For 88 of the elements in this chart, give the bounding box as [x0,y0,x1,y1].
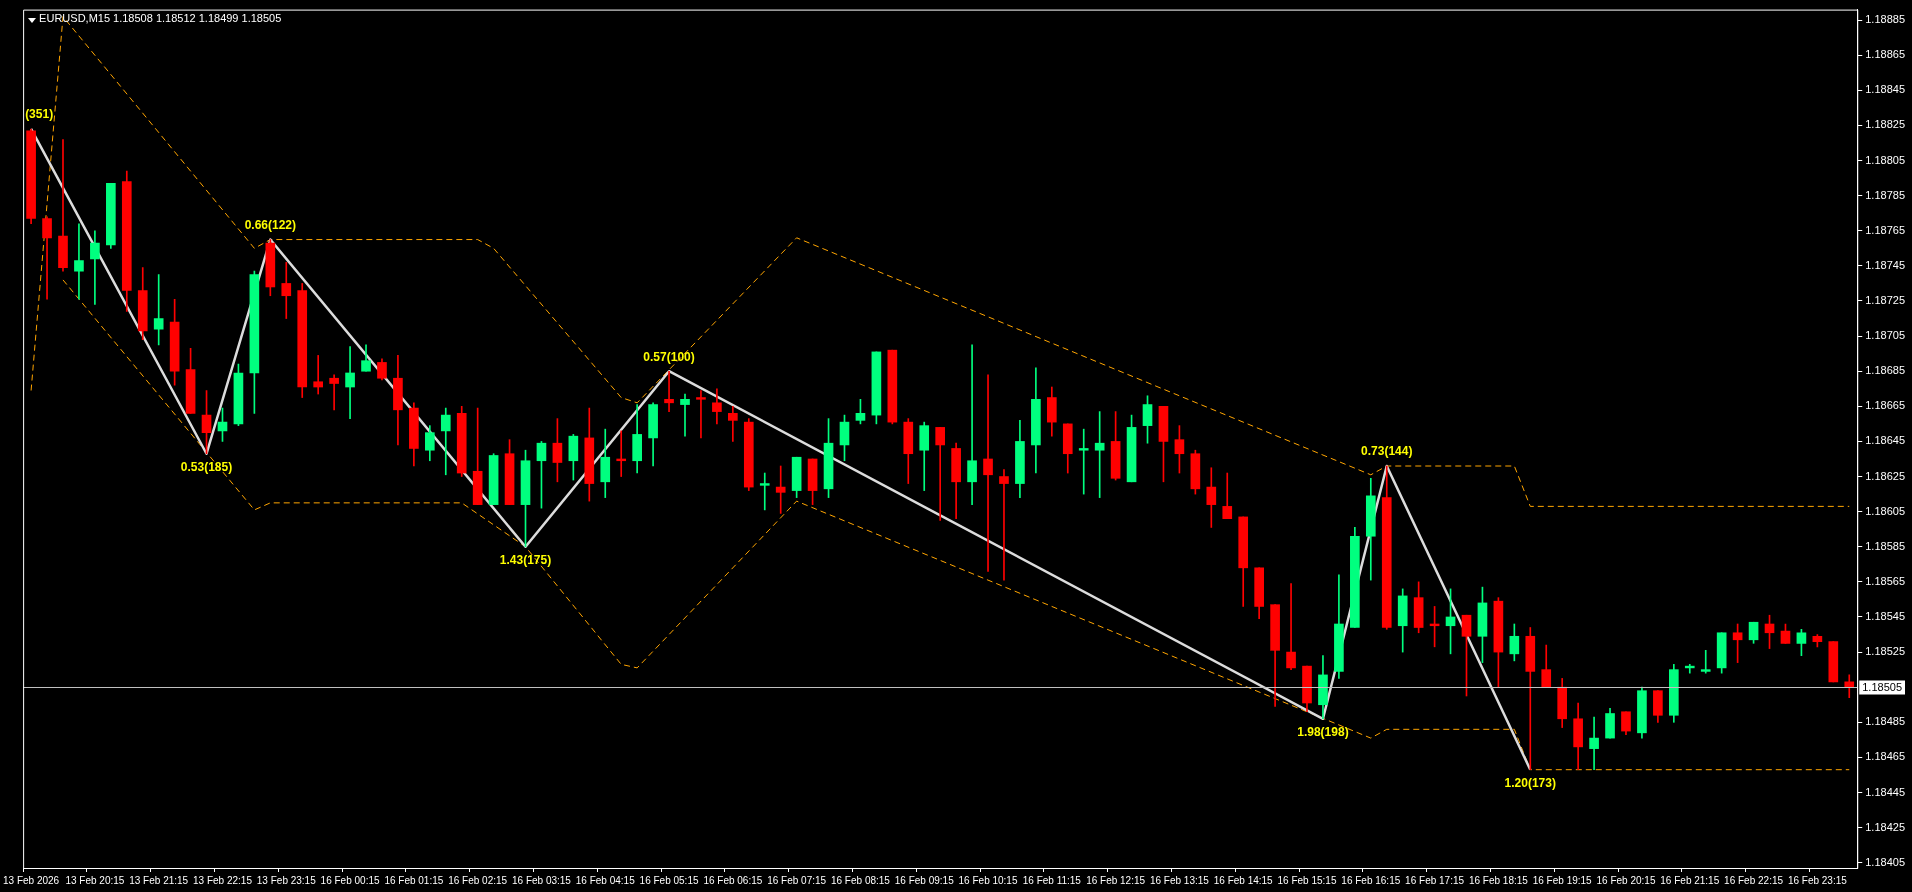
annotation: 0.53(185) [180,460,233,475]
annotation: 0.66(122) [244,217,297,232]
y-tick-label: 1.18585 [1865,539,1905,552]
y-tick-label: 1.18605 [1865,504,1905,517]
x-tick-label: 13 Feb 2026 [3,874,60,886]
candlestick [440,407,451,476]
y-tick-label: 1.18885 [1865,13,1905,26]
x-tick-label: 16 Feb 23:15 [1787,874,1848,886]
candlestick [58,139,68,272]
candlestick [329,374,339,411]
x-tick-label: 16 Feb 20:15 [1596,874,1656,886]
x-tick-label: 16 Feb 21:15 [1660,874,1720,886]
x-tick-label: 16 Feb 22:15 [1724,874,1784,886]
x-tick-label: 16 Feb 11:15 [1022,874,1082,886]
y-tick-label: 1.18445 [1865,785,1905,798]
candlestick [74,223,84,300]
candlestick [345,346,355,419]
y-tick-label: 1.18725 [1865,294,1905,307]
candlestick [1286,583,1296,670]
annotation: (351) [25,107,54,122]
candlestick [775,465,786,514]
y-tick-label: 1.18745 [1865,258,1905,271]
x-tick-label: 13 Feb 20:15 [65,874,125,886]
y-tick-label: 1.18805 [1865,153,1905,166]
ref-line-label: 1.18505 [1862,680,1902,693]
x-tick-label: 16 Feb 17:15 [1405,874,1465,886]
annotation: 1.98(198) [1297,725,1349,740]
y-tick-label: 1.18665 [1865,399,1905,412]
candlestick [999,469,1009,581]
x-tick-label: 16 Feb 00:15 [320,874,380,886]
y-tick-label: 1.18685 [1865,364,1905,377]
y-tick-label: 1.18405 [1865,855,1905,868]
x-tick-label: 16 Feb 06:15 [703,874,763,886]
candlestick [1078,428,1089,495]
candlestick [153,274,164,346]
annotation: 1.20(173) [1504,776,1556,791]
candlestick [967,344,977,505]
annotation: 1.43(175) [499,553,552,568]
x-tick-label: 13 Feb 21:15 [129,874,189,886]
x-tick-label: 16 Feb 07:15 [767,874,827,886]
x-tick-label: 16 Feb 15:15 [1277,874,1337,886]
y-tick-label: 1.18825 [1865,118,1905,131]
candlestick [1589,716,1599,771]
candlestick [935,427,946,521]
x-tick-label: 13 Feb 22:15 [193,874,253,886]
y-tick-label: 1.18845 [1865,83,1905,96]
x-tick-label: 13 Feb 23:15 [256,874,317,886]
y-tick-label: 1.18625 [1865,469,1905,482]
y-tick-label: 1.18485 [1865,715,1905,728]
y-tick-label: 1.18525 [1865,645,1905,658]
x-tick-label: 16 Feb 10:15 [958,874,1018,886]
y-tick-label: 1.18785 [1865,188,1905,201]
y-tick-label: 1.18865 [1865,48,1905,61]
chart-title: EURUSD,M15 1.18508 1.18512 1.18499 1.18505 [39,12,282,25]
annotation: 0.57(100) [643,349,695,364]
x-tick-label: 16 Feb 01:15 [384,874,444,886]
y-tick-label: 1.18565 [1865,574,1905,587]
x-tick-label: 16 Feb 09:15 [894,874,955,886]
x-tick-label: 16 Feb 02:15 [448,874,508,886]
candlestick [42,216,52,300]
x-tick-label: 16 Feb 04:15 [575,874,636,886]
x-tick-label: 16 Feb 19:15 [1532,874,1593,886]
x-tick-label: 16 Feb 13:15 [1149,874,1210,886]
candlestick [680,393,690,437]
candlestick [313,355,324,395]
candlestick [1700,650,1711,674]
x-tick-label: 16 Feb 14:15 [1213,874,1274,886]
candlestick [281,262,292,319]
line-series [62,279,1850,771]
x-tick-label: 16 Feb 18:15 [1468,874,1529,886]
candlestick [759,472,770,511]
annotation: 0.73(144) [1361,444,1413,459]
x-tick-label: 16 Feb 16:15 [1341,874,1401,886]
x-tick-label: 16 Feb 03:15 [511,874,572,886]
y-tick-label: 1.18545 [1865,610,1905,623]
x-tick-label: 16 Feb 05:15 [639,874,699,886]
y-tick-label: 1.18645 [1865,434,1905,447]
x-tick-label: 16 Feb 08:15 [830,874,891,886]
x-tick-label: 16 Feb 12:15 [1086,874,1146,886]
y-tick-label: 1.18465 [1865,750,1905,763]
y-tick-label: 1.18425 [1865,820,1905,833]
y-tick-label: 1.18705 [1865,329,1905,342]
candlestick [696,390,706,439]
y-tick-label: 1.18765 [1865,223,1905,236]
candlestick [664,370,674,412]
candlestick [728,406,738,442]
candlestick [983,374,993,572]
candlestick [90,230,100,305]
